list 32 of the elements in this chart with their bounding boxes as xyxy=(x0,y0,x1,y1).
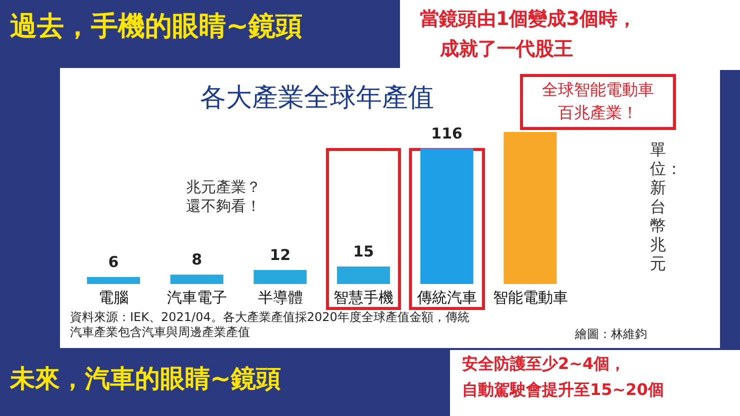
data-label: 6 xyxy=(108,252,119,271)
bar xyxy=(504,132,557,284)
x-tick-label: 智慧手機 xyxy=(334,288,394,307)
x-tick-label: 半導體 xyxy=(258,288,303,307)
data-label: 8 xyxy=(192,250,202,269)
source-note: 資料來源：IEK、2021/04。各大產業產值採2020年度全球產值金額，傳統 xyxy=(70,310,470,324)
x-tick-label: 傳統汽車 xyxy=(416,288,477,307)
bar xyxy=(254,270,307,284)
data-label: 116 xyxy=(431,124,462,142)
text: 全球智能電動車 xyxy=(542,80,654,99)
bar xyxy=(337,266,390,284)
x-tick-label: 電腦 xyxy=(98,288,129,307)
text: 過去，手機的眼睛~鏡頭 xyxy=(10,10,303,44)
annotation: 還不夠看！ xyxy=(186,197,261,215)
text: 單位：新台幣兆元 xyxy=(650,140,682,273)
x-tick-label: 汽車電子 xyxy=(167,288,227,307)
text: 繪圖：林維鈞 xyxy=(575,326,647,343)
data-label: 12 xyxy=(270,246,291,264)
text: 汽車產業包含汽車與周邊產業產值 xyxy=(70,325,250,339)
chart-title: 各大產業全球年產值 xyxy=(200,82,434,115)
text: 百兆產業！ xyxy=(558,103,638,122)
text: 當鏡頭由1個變成3個時， xyxy=(420,7,636,32)
bar xyxy=(87,276,140,284)
bar xyxy=(420,148,474,284)
bar xyxy=(170,274,224,284)
text: 未來，汽車的眼睛~鏡頭 xyxy=(10,363,281,395)
x-tick-label: 智能電動車 xyxy=(492,288,568,307)
text: 成就了一代股王 xyxy=(440,37,573,62)
data-label: 15 xyxy=(353,242,374,260)
text: 自動駕駛會提升至15~20個 xyxy=(462,380,664,401)
annotation: 兆元產業？ xyxy=(186,178,261,196)
text: 安全防護至少2~4個， xyxy=(462,354,626,375)
